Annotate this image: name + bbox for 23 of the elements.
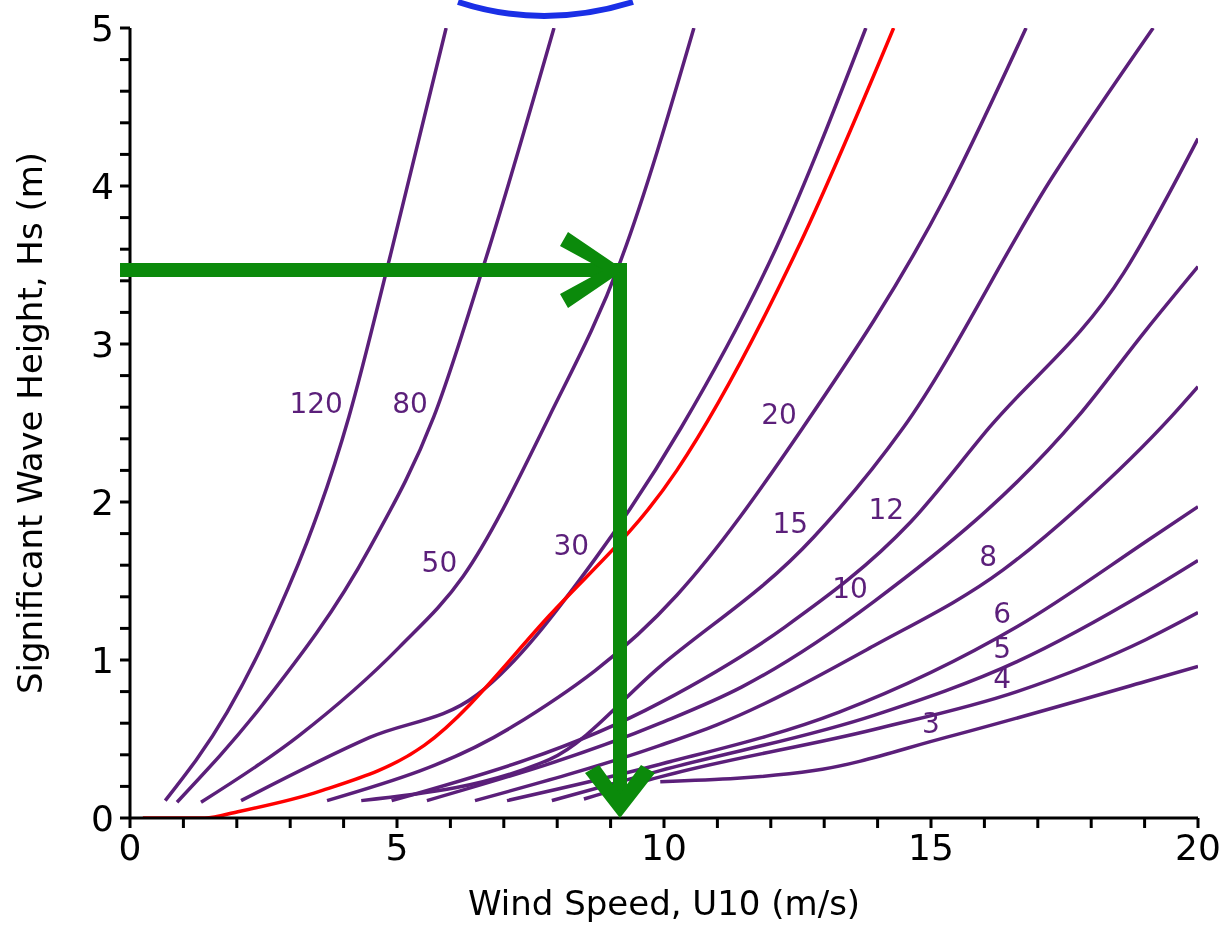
series-label: 15	[772, 506, 809, 540]
x-tick-label: 15	[908, 827, 954, 868]
x-tick-label: 20	[1175, 827, 1221, 868]
series-label: 30	[553, 528, 590, 562]
y-tick-label: 2	[91, 482, 114, 523]
series-label: 12	[868, 492, 905, 526]
y-tick-label: 1	[91, 640, 114, 681]
y-tick-label: 3	[91, 324, 114, 365]
y-axis-title: Significant Wave Height, Hs (m)	[10, 151, 51, 695]
series-label: 6	[993, 596, 1011, 630]
series-label: 50	[421, 546, 458, 580]
y-tick-label: 0	[91, 798, 114, 839]
series-label: 8	[979, 539, 998, 573]
series-label: 120	[289, 386, 343, 420]
series-label: 80	[392, 386, 428, 420]
x-tick-label: 5	[385, 827, 409, 868]
y-tick-label: 4	[91, 166, 114, 207]
series-label: 10	[832, 571, 868, 605]
x-axis-title: Wind Speed, U10 (m/s)	[467, 883, 861, 923]
x-tick-label: 0	[118, 827, 142, 868]
series-label: 20	[761, 397, 797, 431]
x-tick-label: 10	[641, 827, 687, 868]
y-tick-label: 5	[91, 8, 114, 49]
